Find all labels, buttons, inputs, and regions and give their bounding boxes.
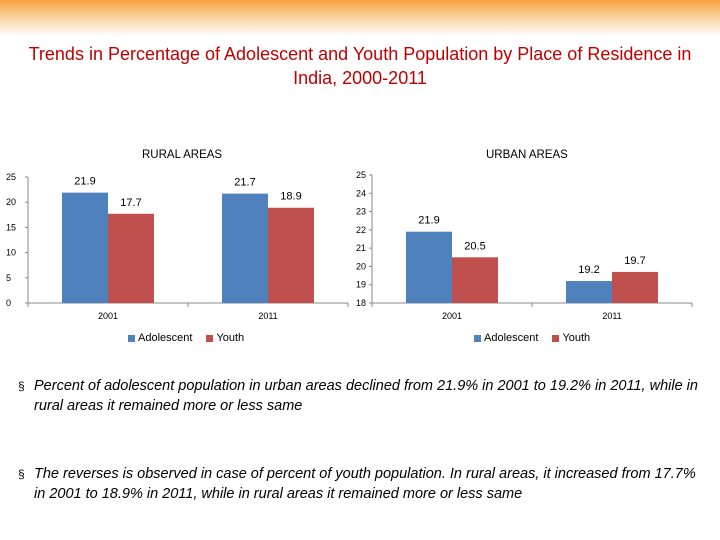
y-tick-label: 20 [6, 197, 16, 207]
bar-youth-2001 [108, 213, 154, 303]
data-label: 21.7 [234, 177, 255, 189]
legend-swatch-youth [206, 334, 214, 342]
legend-label-youth: Youth [562, 332, 591, 344]
legend-adolescent: Adolescent [474, 332, 538, 344]
y-tick-label: 0 [6, 298, 11, 308]
rural-legend: Adolescent Youth [128, 332, 244, 344]
legend-label-adolescent: Adolescent [484, 332, 539, 344]
x-tick-label: 2001 [98, 311, 118, 321]
y-tick-label: 15 [6, 222, 16, 232]
bullet-marker: § [18, 379, 25, 393]
legend-swatch-adolescent [474, 334, 481, 342]
bar-youth-2001 [452, 257, 498, 303]
urban-chart-title: URBAN AREAS [486, 149, 568, 161]
legend-swatch-youth [552, 334, 560, 342]
legend-label-adolescent: Adolescent [138, 332, 193, 344]
bar-youth-2011 [268, 207, 314, 303]
bullet-text: The reverses is observed in case of perc… [34, 466, 696, 502]
y-tick-label: 25 [6, 172, 16, 182]
bullet-marker: § [18, 467, 25, 481]
y-tick-label: 5 [6, 273, 11, 283]
y-tick-label: 20 [356, 261, 366, 271]
data-label: 17.7 [120, 197, 141, 209]
header-band [0, 0, 720, 36]
x-tick-label: 2001 [442, 311, 462, 321]
bar-youth-2011 [612, 271, 658, 303]
data-label: 21.9 [418, 215, 439, 227]
data-label: 19.2 [578, 264, 599, 276]
bar-adolescent-2011 [222, 193, 268, 303]
bullet-point: § The reverses is observed in case of pe… [18, 464, 708, 504]
urban-legend: Adolescent Youth [474, 332, 590, 344]
legend-youth: Youth [552, 332, 590, 344]
legend-adolescent: Adolescent [128, 332, 192, 344]
slide-title: Trends in Percentage of Adolescent and Y… [28, 44, 692, 88]
rural-chart-title: RURAL AREAS [142, 149, 223, 161]
y-tick-label: 18 [356, 298, 366, 308]
y-tick-label: 10 [6, 248, 16, 258]
data-label: 21.9 [74, 176, 95, 188]
bar-adolescent-2011 [566, 281, 612, 303]
x-tick-label: 2011 [602, 311, 621, 321]
bar-adolescent-2001 [406, 231, 452, 303]
bar-adolescent-2001 [62, 192, 108, 303]
y-tick-label: 21 [356, 243, 366, 253]
legend-youth: Youth [206, 332, 244, 344]
data-label: 18.9 [280, 191, 301, 203]
legend-label-youth: Youth [216, 332, 245, 344]
bullet-point: § Percent of adolescent population in ur… [18, 376, 708, 416]
x-tick-label: 2011 [258, 311, 277, 321]
y-tick-label: 24 [356, 188, 366, 198]
y-tick-label: 19 [356, 280, 366, 290]
legend-swatch-adolescent [128, 334, 135, 342]
data-label: 20.5 [464, 240, 485, 252]
bullet-text: Percent of adolescent population in urba… [34, 378, 698, 414]
data-label: 19.7 [624, 255, 645, 267]
y-tick-label: 25 [356, 170, 366, 180]
y-tick-label: 23 [356, 207, 366, 217]
y-tick-label: 22 [356, 225, 366, 235]
